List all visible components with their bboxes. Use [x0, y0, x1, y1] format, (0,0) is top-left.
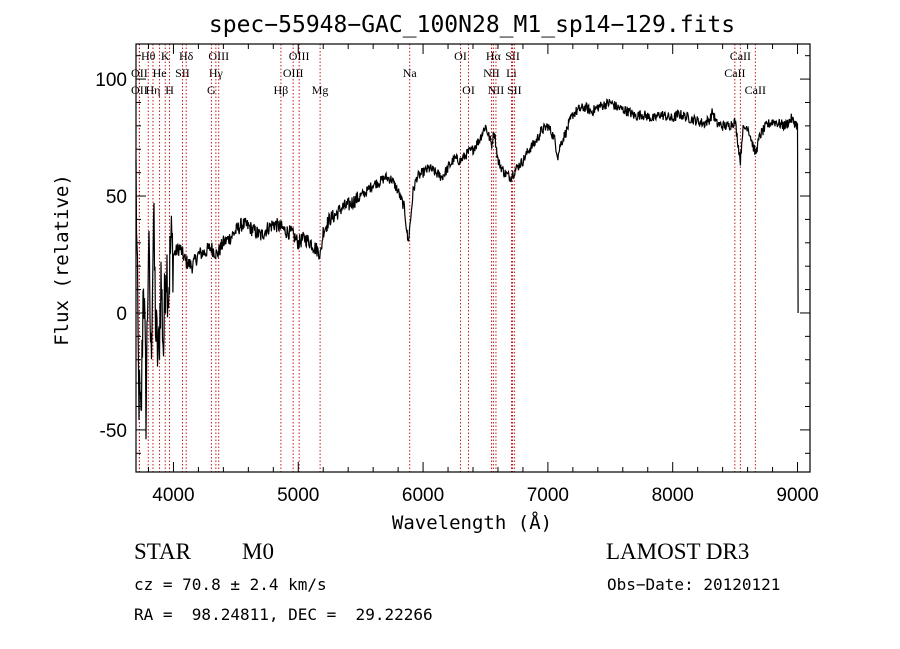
spectrum-series-line — [135, 98, 799, 440]
spectral-line-label: CaII — [745, 83, 766, 97]
spectral-line-label: NII — [483, 66, 500, 80]
redshift-readout: cz = 70.8 ± 2.4 km/s — [134, 575, 327, 594]
survey-name: LAMOST DR3 — [606, 539, 750, 564]
spectral-line-label: Hγ — [209, 66, 224, 80]
x-tick-label: 7000 — [527, 485, 569, 506]
x-tick-label: 9000 — [776, 485, 818, 506]
y-axis-label: Flux (relative) — [51, 174, 73, 346]
chart-title: spec−55948−GAC_100N28_M1_sp14−129.fits — [209, 12, 735, 38]
x-axis-label: Wavelength (Å) — [392, 511, 552, 534]
object-subclass: M0 — [242, 539, 274, 564]
spectral-line-label: He — [153, 66, 167, 80]
spectral-line-label: Na — [403, 66, 418, 80]
object-class: STAR — [134, 539, 191, 564]
spectral-line-label: H — [165, 83, 174, 97]
spectral-line-label: OII — [131, 83, 148, 97]
spectral-line-label: Hη — [145, 83, 160, 97]
spectral-line-label: Hδ — [179, 49, 194, 63]
spectral-line-label: SII — [175, 66, 190, 80]
plot-frame — [135, 43, 811, 473]
x-tick-label: 8000 — [652, 485, 694, 506]
spectral-line-label: OIII — [208, 49, 229, 63]
spectral-line-label: CaII — [724, 66, 745, 80]
y-tick-label: 50 — [106, 187, 127, 208]
spectral-line-label: Hθ — [141, 49, 156, 63]
spectral-line-label: Hα — [486, 49, 502, 63]
x-tick-label: 4000 — [152, 485, 194, 506]
y-tick-label: -50 — [100, 421, 127, 442]
coordinates: RA = 98.24811, DEC = 29.22266 — [134, 605, 433, 624]
x-tick-label: 5000 — [277, 485, 319, 506]
spectral-line-label: K — [161, 49, 170, 63]
spectral-line-label: G — [207, 83, 216, 97]
x-tick-label: 6000 — [402, 485, 444, 506]
spectral-line-label: CaII — [730, 49, 751, 63]
spectral-line-label: Hβ — [274, 83, 289, 97]
obs-date: Obs−Date: 20120121 — [607, 575, 781, 594]
spectral-line-label: NII — [488, 83, 505, 97]
y-tick-label: 100 — [95, 70, 127, 91]
y-tick-label: 0 — [116, 304, 127, 325]
spectral-line-label: Mg — [312, 83, 329, 97]
spectral-line-label: OI — [454, 49, 467, 63]
spectral-line-label: OIII — [289, 49, 310, 63]
spectral-line-label: OI — [462, 83, 475, 97]
spectral-line-label: OIII — [283, 66, 304, 80]
spectral-line-label: Li — [506, 66, 517, 80]
spectral-line-label: SII — [505, 49, 520, 63]
spectral-line-label: SII — [507, 83, 522, 97]
